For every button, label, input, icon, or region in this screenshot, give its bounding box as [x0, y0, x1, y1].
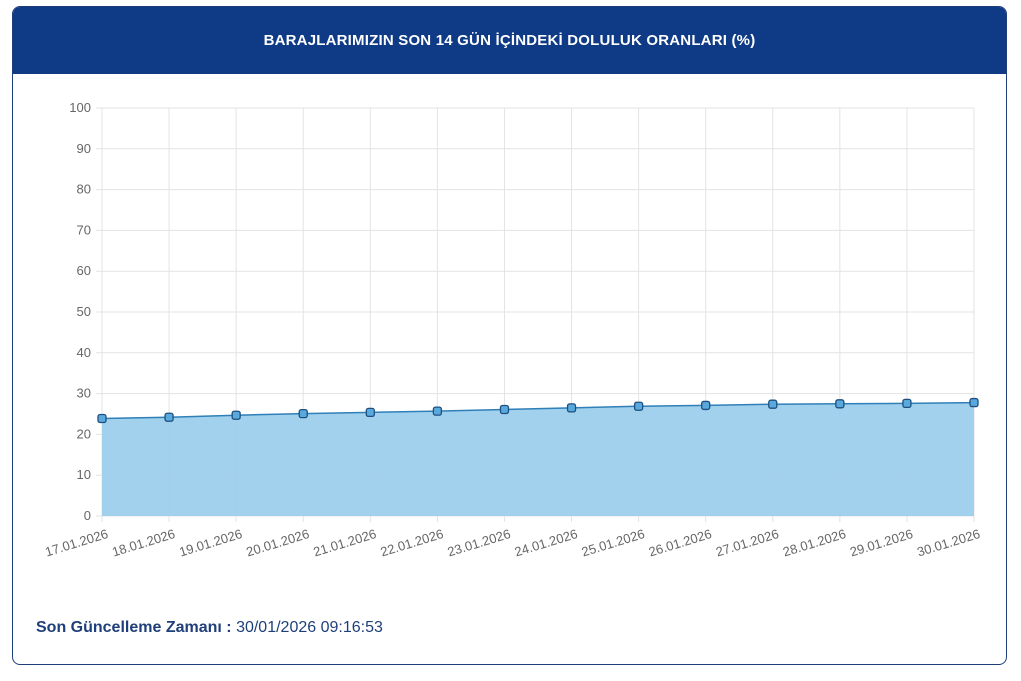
y-tick-label: 0 [84, 508, 91, 523]
data-point [499, 404, 510, 415]
x-tick-label: 19.01.2026 [177, 526, 244, 559]
y-tick-label: 20 [77, 426, 91, 441]
chart-card: BARAJLARIMIZIN SON 14 GÜN İÇİNDEKİ DOLUL… [12, 6, 1007, 665]
data-point [231, 410, 241, 420]
x-tick-label: 29.01.2026 [848, 526, 915, 559]
x-tick-label: 30.01.2026 [915, 526, 982, 559]
x-tick-label: 17.01.2026 [43, 526, 110, 559]
x-tick-label: 22.01.2026 [379, 526, 446, 559]
data-point [97, 413, 107, 424]
x-tick-label: 27.01.2026 [714, 526, 781, 559]
last-update: Son Güncelleme Zamanı : 30/01/2026 09:16… [36, 619, 383, 637]
data-point [902, 398, 912, 409]
y-tick-label: 40 [77, 345, 91, 360]
x-tick-label: 28.01.2026 [781, 526, 848, 559]
chart-svg: 0 10 20 30 40 50 60 70 80 90 100 17.01.2026 18.01.20… [43, 100, 982, 559]
x-tick-label: 20.01.2026 [244, 526, 311, 559]
last-update-label: Son Güncelleme Zamanı : [36, 619, 232, 636]
data-point [298, 408, 308, 419]
y-tick-label: 50 [77, 304, 91, 319]
x-tick-label: 24.01.2026 [513, 526, 580, 559]
series-line [101, 401, 975, 420]
x-tick-label: 23.01.2026 [446, 526, 513, 559]
x-tick-label: 26.01.2026 [647, 526, 714, 559]
data-point [969, 397, 979, 408]
area-fill [102, 402, 974, 516]
data-point [164, 412, 174, 422]
y-tick-label: 100 [69, 100, 91, 115]
data-point [566, 403, 577, 413]
data-point [768, 399, 778, 409]
data-point [701, 400, 711, 411]
last-update-value: 30/01/2026 09:16:53 [236, 619, 383, 636]
y-tick-label: 60 [77, 263, 91, 278]
data-point [365, 407, 375, 418]
data-point [835, 399, 845, 409]
y-tick-label: 90 [77, 141, 91, 156]
x-tick-label: 21.01.2026 [311, 526, 378, 559]
x-tick-label: 18.01.2026 [110, 526, 177, 559]
chart-title: BARAJLARIMIZIN SON 14 GÜN İÇİNDEKİ DOLUL… [13, 7, 1006, 74]
data-point [633, 401, 644, 411]
x-tick-label: 25.01.2026 [580, 526, 647, 559]
data-point [432, 406, 443, 416]
y-tick-label: 30 [77, 386, 91, 401]
y-tick-label: 10 [77, 467, 91, 482]
y-tick-label: 70 [77, 222, 91, 237]
y-tick-label: 80 [77, 182, 91, 197]
